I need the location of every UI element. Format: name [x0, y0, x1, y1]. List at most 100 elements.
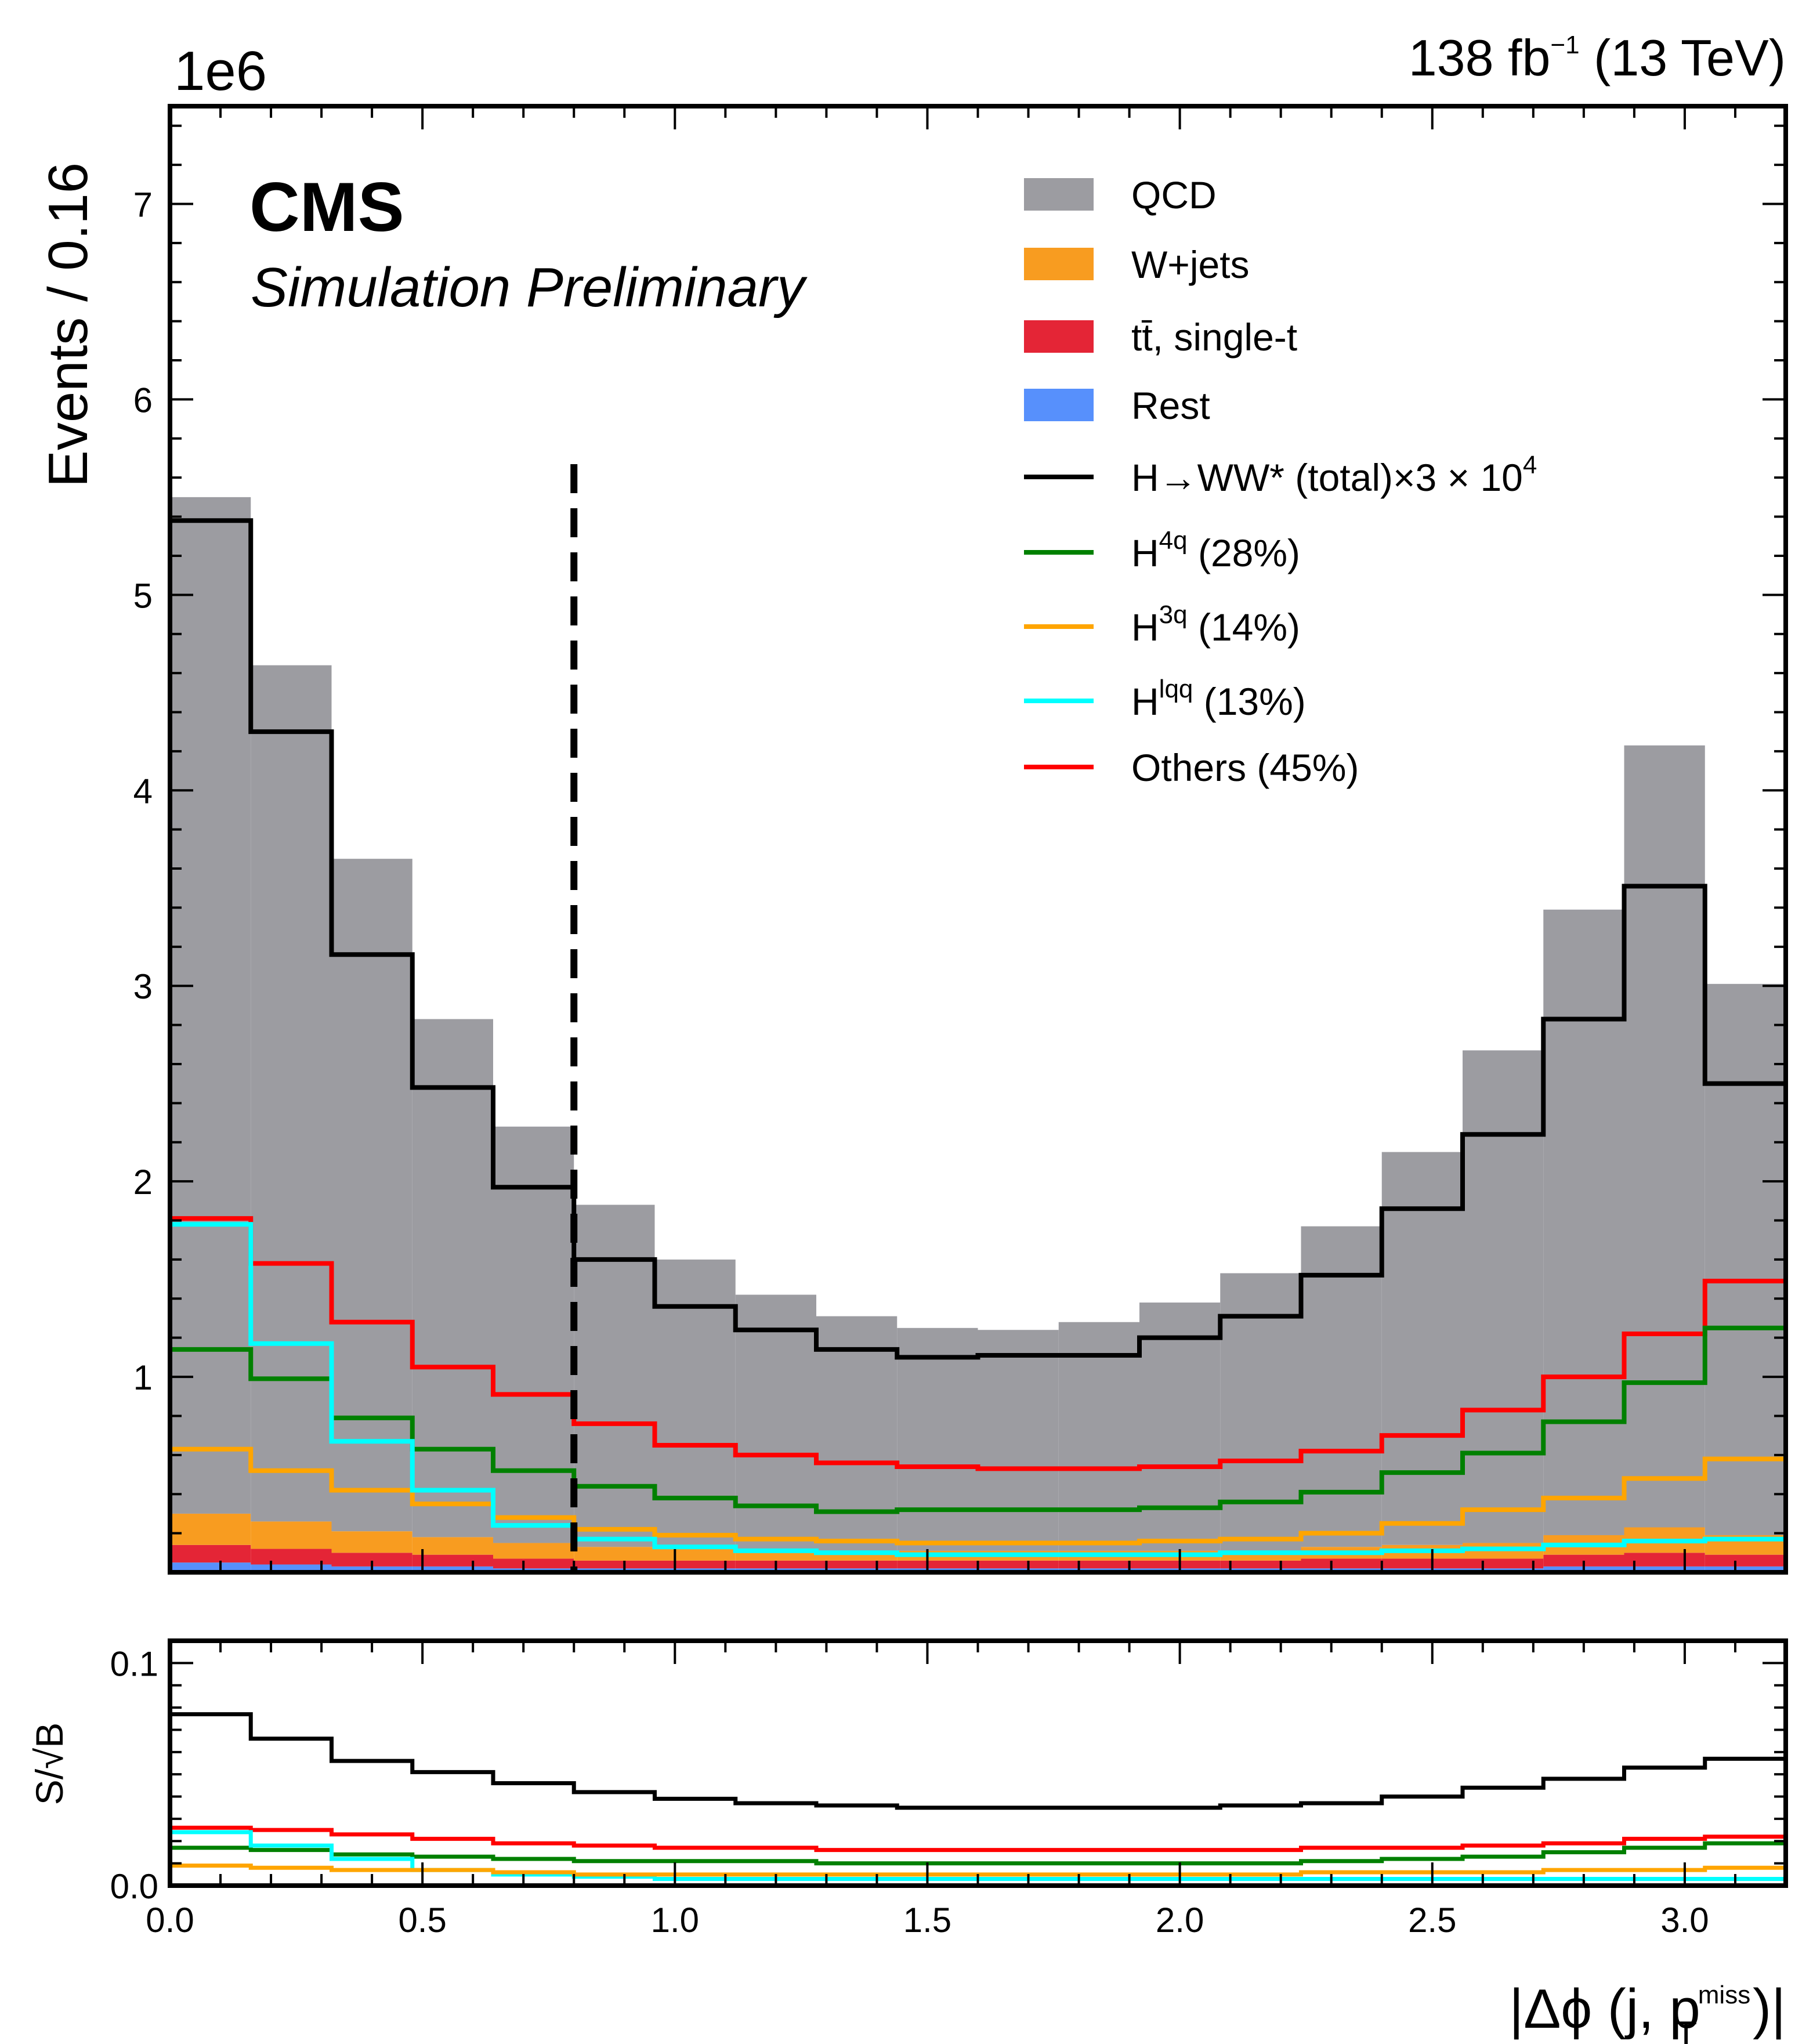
bar-2-2 — [331, 1531, 412, 1553]
main-y-tick-label-6: 7 — [133, 185, 153, 224]
bar-1-11 — [1058, 1560, 1139, 1569]
bar-1-19 — [1705, 1554, 1786, 1567]
simulation-status-label: Simulation Preliminary — [251, 256, 808, 319]
bar-1-15 — [1381, 1558, 1463, 1569]
bar-3-15 — [1381, 1152, 1463, 1545]
bar-3-6 — [654, 1259, 736, 1549]
bar-1-9 — [897, 1560, 978, 1569]
legend-label-0: QCD — [1131, 173, 1217, 216]
main-y-tick-label-0: 1 — [133, 1358, 153, 1397]
y-offset-label: 1e6 — [174, 40, 267, 102]
ratio-line-3 — [170, 1830, 1786, 1881]
legend-label-6: H3q (14%) — [1131, 600, 1300, 649]
bar-0-18 — [1624, 1566, 1705, 1572]
legend-label-3: Rest — [1131, 384, 1210, 427]
bar-2-1 — [251, 1521, 332, 1549]
bar-3-2 — [331, 859, 412, 1532]
bar-0-3 — [412, 1566, 493, 1572]
main-plot-frame — [168, 104, 1788, 1575]
bar-1-17 — [1543, 1554, 1624, 1567]
main-y-tick-label-3: 4 — [133, 772, 153, 811]
x-tick-label-1: 0.5 — [398, 1901, 446, 1940]
ratio-line-1 — [170, 1825, 1786, 1853]
main-plot-panel: 1 2 3 4 5 6 7 CMS Simulation Preliminary Event… — [37, 104, 1788, 1575]
legend-swatch-3 — [1024, 389, 1094, 421]
ratio-y-tick-label-1: 0.1 — [110, 1644, 158, 1683]
x-tick-label-3: 1.5 — [903, 1901, 951, 1940]
ratio-line-2 — [170, 1841, 1786, 1866]
ratio-step-lines — [170, 1712, 1786, 1881]
bar-3-18 — [1624, 745, 1705, 1528]
bar-1-4 — [493, 1558, 574, 1569]
main-y-tick-label-2: 3 — [133, 967, 153, 1006]
bar-2-5 — [574, 1547, 655, 1561]
bar-1-5 — [574, 1560, 655, 1569]
x-axis-title: |Δϕ (j, pmiss T)| — [1509, 1978, 1786, 2044]
bar-3-0 — [170, 497, 251, 1514]
bar-2-0 — [170, 1513, 251, 1545]
bar-1-18 — [1624, 1553, 1705, 1567]
legend-label-2: tt̄, single-t — [1131, 316, 1297, 359]
bar-1-3 — [412, 1554, 493, 1567]
bar-3-13 — [1220, 1273, 1301, 1551]
legend-swatch-2 — [1024, 320, 1094, 353]
bar-3-17 — [1543, 909, 1624, 1535]
bar-2-7 — [735, 1550, 816, 1561]
bar-2-4 — [493, 1543, 574, 1559]
main-y-tick-label-1: 2 — [133, 1163, 153, 1202]
main-y-tick-label-4: 5 — [133, 576, 153, 615]
bar-3-16 — [1463, 1050, 1544, 1543]
bar-3-4 — [493, 1126, 574, 1543]
main-axis-ticks: 1 2 3 4 5 6 7 — [133, 106, 1787, 1572]
legend-swatch-1 — [1024, 248, 1094, 280]
signal-step-lines — [170, 518, 1786, 1557]
legend-label-1: W+jets — [1131, 243, 1250, 286]
x-tick-label-0: 0.0 — [146, 1901, 194, 1940]
ratio-plot-panel: 0.0 0.1 0.0 0.5 1.0 1.5 2.0 2.5 3.0 S/√B |Δϕ (j,… — [28, 1638, 1788, 2044]
signal-line-4 — [170, 1216, 1786, 1471]
legend-label-5: H4q (28%) — [1131, 526, 1300, 574]
bar-1-13 — [1220, 1560, 1301, 1569]
signal-line-2 — [170, 1446, 1786, 1546]
ratio-plot-frame — [168, 1638, 1788, 1888]
bar-1-10 — [978, 1560, 1059, 1569]
signal-line-3 — [170, 1222, 1786, 1557]
bar-3-5 — [574, 1204, 655, 1547]
legend: QCD W+jets tt̄, single-t Rest H→WW* (total)×… — [1024, 173, 1537, 789]
ratio-axis-ticks: 0.0 0.1 0.0 0.5 1.0 1.5 2.0 2.5 3.0 — [110, 1641, 1787, 1940]
luminosity-label: 138 fb−1 (13 TeV) — [1409, 29, 1786, 86]
legend-label-8: Others (45%) — [1131, 746, 1359, 789]
x-tick-label-5: 2.5 — [1408, 1901, 1456, 1940]
bar-3-10 — [978, 1330, 1059, 1551]
x-tick-label-6: 3.0 — [1660, 1901, 1709, 1940]
bar-1-1 — [251, 1549, 332, 1565]
ratio-y-axis-title: S/√B — [28, 1723, 71, 1806]
bar-1-6 — [654, 1560, 736, 1569]
cms-logo-text: CMS — [249, 168, 404, 246]
bar-1-16 — [1463, 1558, 1544, 1569]
bar-3-1 — [251, 665, 332, 1522]
ratio-y-tick-label-0: 0.0 — [110, 1867, 158, 1906]
bar-3-9 — [897, 1327, 978, 1551]
signal-line-1 — [170, 1325, 1786, 1514]
bar-3-7 — [735, 1294, 816, 1551]
x-tick-label-2: 1.0 — [651, 1901, 699, 1940]
bar-1-14 — [1301, 1558, 1382, 1569]
bar-2-3 — [412, 1537, 493, 1555]
bar-1-2 — [331, 1553, 412, 1567]
ratio-line-0 — [170, 1712, 1786, 1810]
signal-line-0 — [170, 518, 1786, 1360]
main-y-tick-label-5: 6 — [133, 381, 153, 419]
legend-label-4: H→WW* (total)×3 × 104 — [1131, 451, 1537, 499]
bar-3-19 — [1705, 983, 1786, 1535]
bar-3-3 — [412, 1019, 493, 1537]
bar-1-8 — [816, 1560, 898, 1569]
ratio-line-4 — [170, 1863, 1786, 1877]
bar-2-6 — [654, 1549, 736, 1561]
legend-label-7: Hlqq (13%) — [1131, 675, 1306, 723]
bar-0-19 — [1705, 1566, 1786, 1572]
bar-3-11 — [1058, 1322, 1139, 1551]
bar-0-0 — [170, 1562, 251, 1572]
bar-1-0 — [170, 1544, 251, 1563]
